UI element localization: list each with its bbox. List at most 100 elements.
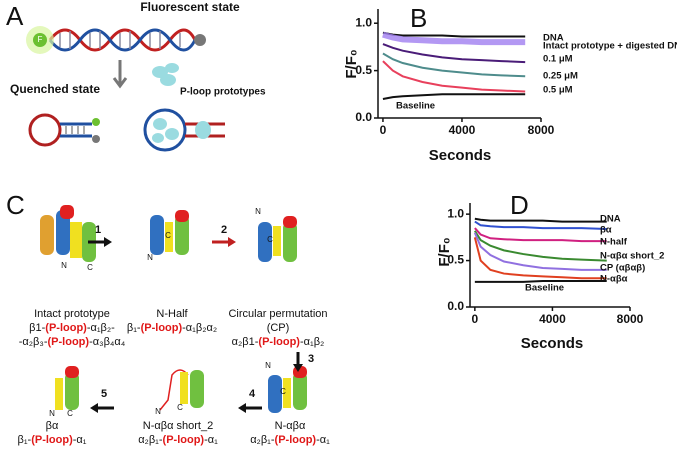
y-tick-label: 0.0 (447, 299, 464, 313)
construct-name: Intact prototype (34, 308, 110, 320)
terminus: C (87, 263, 93, 272)
x-tick-label: 8000 (617, 312, 644, 326)
series-label: Intact prototype + digested DNA (543, 41, 677, 52)
formula-part: -α₃β₄α₄ (89, 336, 126, 348)
x-tick-label: 4000 (449, 123, 476, 137)
structure-cp (258, 216, 297, 262)
series-label: DNA (543, 33, 564, 44)
terminus: N (147, 253, 153, 262)
state-label: Fluorescent state (140, 0, 240, 14)
state-label: Quenched state (10, 82, 100, 96)
prototypes (152, 63, 179, 86)
formula-part: -α₁β₂ (300, 336, 324, 348)
series-label: 0.1 μM (543, 54, 573, 65)
y-tick-label: 0.5 (447, 253, 464, 267)
formula-part: (P-loop) (141, 322, 183, 334)
formula-part: -α₁ (73, 434, 87, 446)
construct-formula: β₁-(P-loop)-α₁β₂α₂ (127, 322, 217, 334)
panel-label: D (510, 190, 529, 220)
formula-part: -α₁β₂- (87, 322, 115, 334)
formula-part: -α₁ (204, 434, 218, 446)
quencher (194, 34, 206, 46)
construct-formula: -α₂β₃-(P-loop)-α₃β₄α₄ (19, 336, 126, 348)
formula-part: α₂β1- (232, 336, 259, 348)
hairpin-bound (143, 108, 225, 152)
hairpin (28, 113, 100, 147)
series-line (382, 31, 526, 46)
step-number: 1 (95, 224, 101, 236)
structure-nhalf (150, 210, 189, 255)
series-line (382, 93, 526, 101)
fluorophore (33, 33, 47, 47)
formula-part: (P-loop) (48, 336, 90, 348)
terminus: N (49, 409, 55, 418)
formula-part: β1- (29, 322, 45, 334)
formula-part: β₁- (18, 434, 32, 446)
construct-formula: α₂β1-(P-loop)-α₁β₂ (232, 336, 325, 348)
arrow (112, 60, 128, 89)
series-line (382, 43, 526, 64)
formula-part: (P-loop) (163, 434, 205, 446)
step-number: 5 (101, 388, 107, 400)
y-tick-label: 0.0 (355, 110, 372, 124)
series-line (382, 31, 526, 38)
step-number: 4 (249, 388, 256, 400)
structure-naba (268, 366, 307, 413)
series-label: DNA (600, 214, 621, 225)
x-axis-label: Seconds (429, 147, 492, 164)
terminus: C (267, 235, 273, 244)
series-label: N-αβα (600, 274, 628, 285)
x-tick-label: 8000 (528, 123, 555, 137)
panel-label: B (410, 3, 427, 33)
construct-formula: β1-(P-loop)-α₁β₂- (29, 322, 115, 334)
x-axis-label: Seconds (521, 335, 584, 352)
panel-label: A (6, 1, 24, 31)
construct-formula: α₂β₁-(P-loop)-α₁ (138, 434, 218, 446)
series-line (473, 237, 607, 280)
construct-name: βα (46, 420, 59, 432)
series-line (474, 230, 607, 262)
construct-formula: α₂β₁-(P-loop)-α₁ (250, 434, 330, 446)
construct-name: N-αβα (275, 420, 306, 432)
structure-ba (55, 366, 79, 410)
series-label: 0.5 μM (543, 85, 573, 96)
construct-name: N-Half (156, 308, 188, 320)
step-number: 3 (308, 353, 314, 365)
terminus: N (265, 361, 271, 370)
construct-name: Circular permutation (228, 308, 327, 320)
x-tick-label: 0 (472, 312, 479, 326)
x-tick-label: 0 (380, 123, 387, 137)
construct-name: N-αβα short_2 (143, 420, 213, 432)
formula-part: (P-loop) (275, 434, 317, 446)
formula-part: -α₂β₃- (19, 336, 48, 348)
series-line (473, 232, 607, 271)
formula-part: α₂β₁- (250, 434, 275, 446)
y-tick-label: 0.5 (355, 63, 372, 77)
prototypes-label: P-loop prototypes (180, 87, 266, 98)
series-label: CP (αβαβ) (600, 263, 645, 274)
panel-label: C (6, 190, 25, 220)
y-axis-label: F/F₀ (436, 237, 453, 266)
series-label: 0.25 μM (543, 71, 578, 82)
series-label: N-half (600, 237, 628, 248)
series-line (474, 220, 607, 230)
series-line (474, 217, 607, 223)
charts: B0.00.51.00 4000 8000SecondsF/F₀DNAIntact … (343, 3, 677, 352)
y-tick-label: 1.0 (447, 206, 464, 220)
terminus: N (155, 407, 161, 416)
construct-formula: β₁-(P-loop)-α₁ (18, 434, 87, 446)
series-label: βα (600, 225, 612, 236)
step-number: 2 (221, 224, 227, 236)
structure-intact (40, 205, 96, 262)
series-line (474, 280, 607, 283)
terminus: N (255, 207, 261, 216)
construct-name: (CP) (267, 322, 290, 334)
series-line (382, 60, 526, 93)
series-label: Baseline (525, 283, 564, 294)
terminus: C (177, 403, 183, 412)
series-label: N-αβα short_2 (600, 251, 664, 262)
formula-part: -α₁ (316, 434, 330, 446)
series-label: Baseline (396, 101, 435, 112)
terminus: C (165, 231, 171, 240)
